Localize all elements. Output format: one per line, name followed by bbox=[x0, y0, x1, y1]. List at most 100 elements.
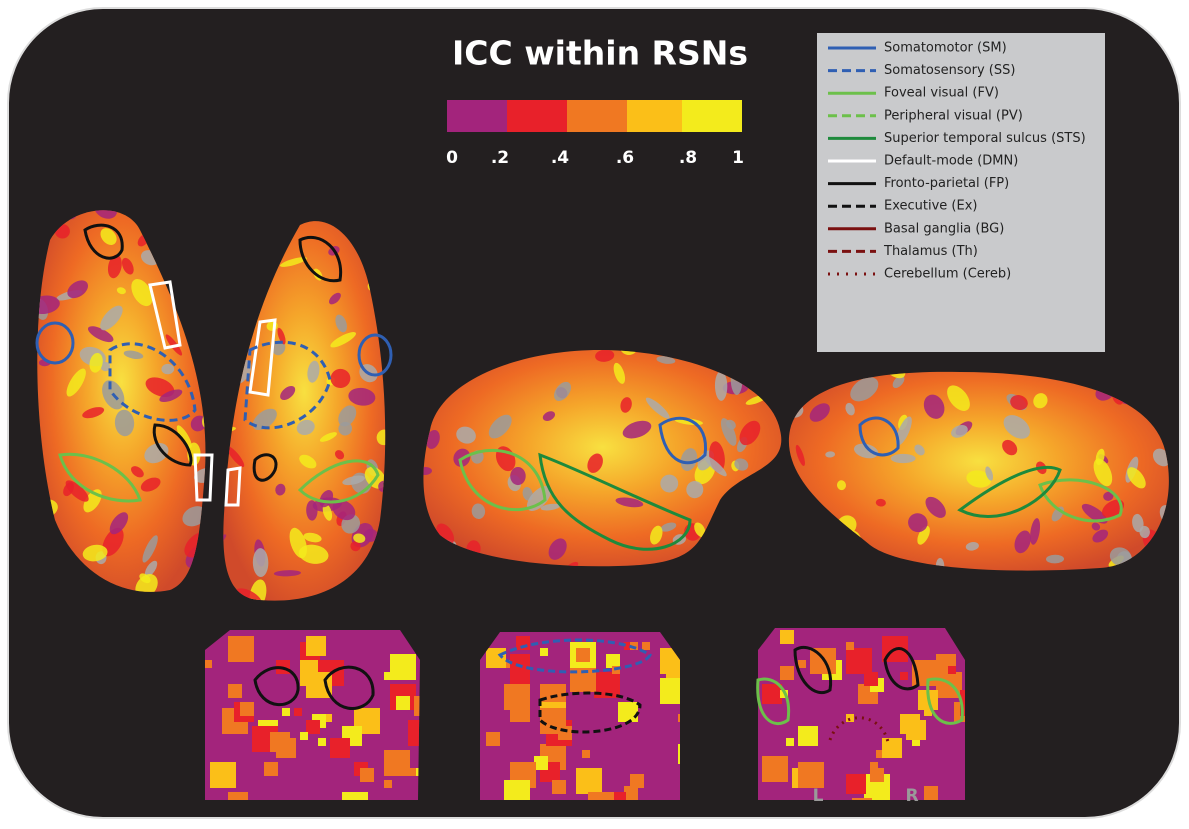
texture-patch bbox=[645, 397, 670, 419]
colorbar-tick-label: .4 bbox=[551, 148, 569, 168]
texture-patch bbox=[249, 579, 267, 601]
voxel-patch bbox=[954, 702, 965, 722]
voxel-patch bbox=[540, 648, 548, 656]
voxel-patch bbox=[906, 720, 926, 740]
legend-label: Superior temporal sulcus (STS) bbox=[884, 131, 1086, 146]
texture-patch bbox=[348, 387, 376, 406]
texture-patch bbox=[114, 409, 135, 437]
colorbar-tick-label: .8 bbox=[679, 148, 697, 168]
voxel-patch bbox=[324, 714, 332, 722]
voxel-patch bbox=[210, 762, 236, 788]
colorbar-ticks: 0 .2 .4 .6 .8 1 bbox=[446, 148, 744, 168]
legend-label: Basal ganglia (BG) bbox=[884, 221, 1004, 236]
texture-patch bbox=[144, 560, 158, 577]
texture-patch bbox=[456, 426, 476, 444]
texture-patch bbox=[1081, 503, 1108, 524]
voxel-patch bbox=[205, 660, 212, 668]
texture-patch bbox=[226, 446, 245, 468]
texture-patch bbox=[1092, 529, 1109, 543]
texture-patch bbox=[726, 419, 736, 430]
voxel-patch bbox=[798, 762, 824, 788]
texture-patch bbox=[875, 498, 886, 507]
texture-patch bbox=[660, 522, 677, 532]
voxel-patch bbox=[678, 714, 680, 722]
texture-patch bbox=[140, 477, 161, 492]
texture-patch bbox=[908, 513, 928, 533]
texture-patch bbox=[890, 453, 916, 464]
voxel-patch bbox=[342, 792, 368, 800]
voxel-patch bbox=[330, 738, 350, 758]
texture-patch bbox=[330, 332, 357, 348]
voxel-patch bbox=[660, 648, 680, 674]
texture-patch bbox=[277, 327, 286, 345]
texture-patch bbox=[100, 361, 111, 372]
texture-patch bbox=[917, 525, 930, 545]
texture-patch bbox=[109, 512, 129, 535]
texture-patch bbox=[350, 541, 361, 552]
voxel-patch bbox=[576, 768, 602, 794]
voxel-patch bbox=[306, 636, 326, 656]
texture-patch bbox=[853, 443, 879, 459]
voxel-patch bbox=[240, 702, 254, 716]
texture-patch bbox=[161, 363, 175, 375]
voxel-patch bbox=[228, 636, 254, 662]
texture-patch bbox=[342, 475, 365, 486]
legend-label: Thalamus (Th) bbox=[883, 244, 978, 259]
texture-patch bbox=[363, 528, 378, 542]
texture-patch bbox=[1030, 518, 1041, 545]
voxel-patch bbox=[510, 654, 530, 674]
voxel-patch bbox=[786, 738, 794, 746]
voxel-patch bbox=[588, 792, 614, 800]
texture-patch bbox=[135, 574, 158, 592]
texture-patch bbox=[739, 420, 761, 446]
voxel-patch bbox=[306, 720, 320, 734]
voxel-patch bbox=[294, 708, 302, 716]
texture-patch bbox=[63, 482, 74, 497]
texture-patch bbox=[376, 429, 386, 446]
voxel-patch bbox=[318, 738, 326, 746]
texture-patch bbox=[423, 466, 432, 476]
texture-patch bbox=[338, 405, 357, 427]
texture-patch bbox=[66, 368, 86, 397]
voxel-patch bbox=[660, 678, 680, 704]
texture-patch bbox=[93, 210, 118, 219]
voxel-patch bbox=[408, 768, 416, 776]
texture-patch bbox=[176, 425, 192, 448]
voxel-patch bbox=[624, 642, 632, 650]
voxel-patch bbox=[630, 774, 644, 788]
texture-patch bbox=[280, 385, 296, 401]
voxel-patch bbox=[912, 738, 920, 746]
voxel-patch bbox=[924, 786, 938, 800]
voxel-patch bbox=[642, 642, 650, 650]
texture-patch bbox=[37, 295, 60, 315]
voxel-patch bbox=[780, 666, 794, 680]
legend-label: Somatosensory (SS) bbox=[884, 63, 1015, 78]
voxel-patch bbox=[264, 762, 278, 776]
texture-patch bbox=[714, 371, 728, 401]
voxel-patch bbox=[504, 780, 530, 800]
voxel-patch bbox=[390, 654, 416, 680]
voxel-patch bbox=[882, 738, 902, 758]
voxel-patch bbox=[576, 648, 590, 662]
texture-patch bbox=[252, 408, 277, 431]
hemisphere-label: L bbox=[813, 786, 824, 806]
texture-patch bbox=[307, 360, 320, 383]
texture-patch bbox=[1093, 458, 1113, 487]
colorbar-tick-label: .2 bbox=[491, 148, 509, 168]
voxel-patch bbox=[552, 780, 566, 794]
texture-patch bbox=[303, 532, 322, 543]
texture-patch bbox=[892, 375, 905, 389]
voxel-patch bbox=[504, 684, 530, 710]
texture-patch bbox=[1003, 415, 1030, 439]
texture-patch bbox=[299, 454, 317, 469]
voxel-patch bbox=[846, 774, 866, 794]
texture-patch bbox=[620, 397, 632, 413]
texture-patch bbox=[131, 466, 144, 478]
texture-patch bbox=[613, 362, 626, 384]
texture-patch bbox=[965, 542, 979, 551]
legend-label: Cerebellum (Cereb) bbox=[884, 267, 1011, 282]
texture-patch bbox=[332, 500, 356, 521]
voxel-patch bbox=[762, 684, 782, 704]
texture-patch bbox=[330, 368, 351, 389]
